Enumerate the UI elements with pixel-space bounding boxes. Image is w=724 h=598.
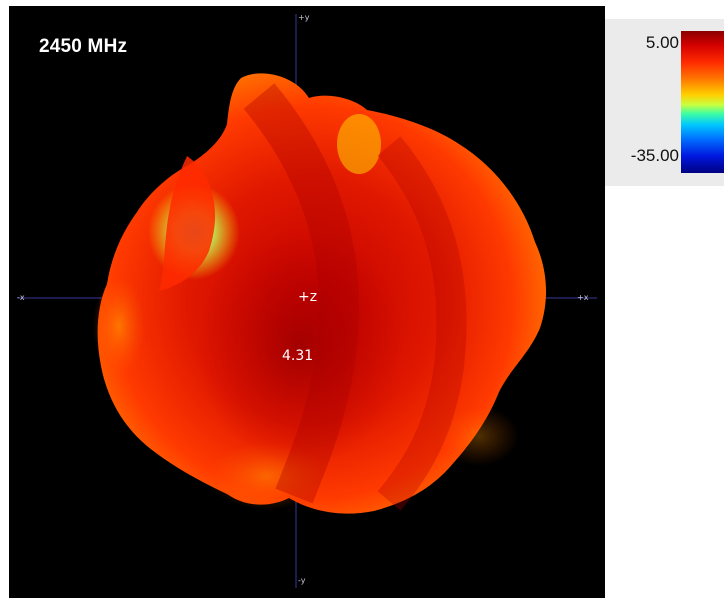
peak-gain-value: 4.31: [282, 348, 314, 364]
colorbar-max-label: 5.00: [645, 33, 679, 52]
radiation-pattern-plot: [17, 14, 597, 588]
axis-label-pos-z: +z: [298, 289, 318, 305]
frequency-label: 2450 MHz: [39, 36, 128, 57]
colorbar-gradient: [681, 31, 724, 173]
axis-label-neg-x: -x: [17, 293, 25, 302]
axis-label-pos-y: +y: [298, 13, 310, 22]
gain-colorbar-legend: 5.00 -35.00: [605, 19, 724, 186]
radiation-pattern-viewport[interactable]: 2450 MHz +y -y +x -x +z 4.31: [9, 6, 605, 598]
axis-label-neg-y: -y: [298, 576, 306, 585]
axis-label-pos-x: +x: [577, 293, 589, 302]
colorbar-min-label: -35.00: [630, 146, 679, 165]
